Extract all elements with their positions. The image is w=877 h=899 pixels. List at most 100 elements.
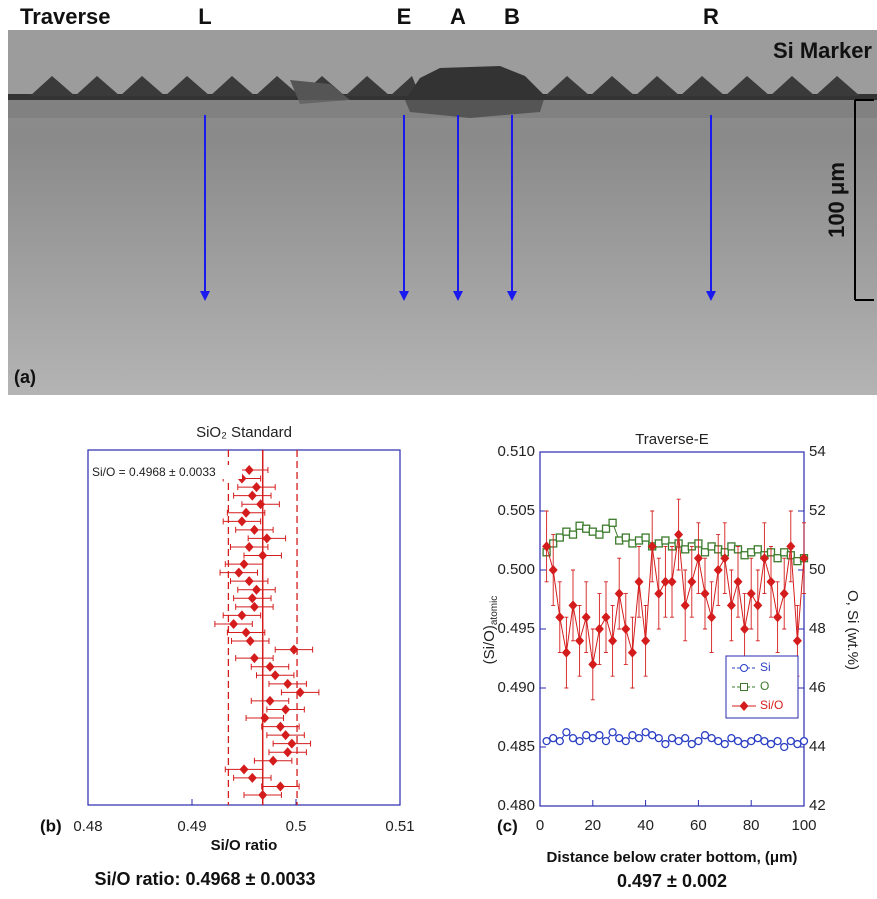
legend-marker xyxy=(739,701,749,711)
point xyxy=(575,736,584,746)
y2-axis-label: O, Si (wt.%) xyxy=(844,590,861,670)
point xyxy=(641,728,650,737)
point xyxy=(262,533,272,544)
y2-tick-label: 46 xyxy=(809,679,826,696)
point xyxy=(614,588,624,599)
point xyxy=(621,736,630,746)
point xyxy=(239,559,249,570)
point xyxy=(799,736,809,746)
x-axis-label: Distance below crater bottom, (μm) xyxy=(547,849,798,866)
point xyxy=(627,647,637,658)
series-line xyxy=(546,534,805,665)
x-tick-label: 0.5 xyxy=(286,818,307,835)
point xyxy=(270,670,280,681)
point xyxy=(229,618,239,629)
point xyxy=(687,576,697,587)
point xyxy=(608,635,618,646)
point xyxy=(733,576,743,587)
point xyxy=(244,541,254,552)
x-tick-label: 100 xyxy=(791,817,816,834)
chart-title: Traverse-E xyxy=(635,431,709,448)
point xyxy=(700,588,710,599)
point xyxy=(568,600,578,611)
point xyxy=(555,736,564,746)
point xyxy=(568,734,578,743)
point xyxy=(249,653,259,664)
point xyxy=(661,739,670,749)
point xyxy=(648,731,657,740)
y2-tick-label: 50 xyxy=(809,561,826,578)
point xyxy=(628,731,637,740)
point xyxy=(753,734,762,743)
point xyxy=(760,736,769,746)
point xyxy=(740,624,750,634)
traverse-marker: A xyxy=(450,4,466,29)
point xyxy=(667,576,677,587)
point xyxy=(239,764,249,775)
point xyxy=(295,687,305,698)
point xyxy=(766,739,776,749)
x-axis-label: Si/O ratio xyxy=(211,837,278,854)
point xyxy=(601,524,611,533)
point xyxy=(287,738,297,749)
point xyxy=(674,736,683,746)
point xyxy=(746,588,756,599)
point xyxy=(251,584,261,595)
point xyxy=(740,739,749,749)
point xyxy=(265,661,275,672)
point xyxy=(747,736,756,746)
chart-title: SiO₂ Standard xyxy=(196,424,292,441)
x-tick-label: 40 xyxy=(637,817,654,834)
point xyxy=(575,521,584,530)
point xyxy=(786,736,795,746)
point xyxy=(275,721,285,732)
point xyxy=(641,635,651,646)
point xyxy=(562,728,571,737)
point xyxy=(594,624,604,634)
point xyxy=(283,747,293,758)
point xyxy=(733,736,743,746)
panel-label: (a) xyxy=(14,367,36,387)
point xyxy=(241,627,251,638)
annotation: Si/O = 0.4968 ± 0.0033 xyxy=(92,465,216,479)
point xyxy=(621,624,631,634)
traverse-marker: B xyxy=(504,4,520,29)
point xyxy=(601,736,611,746)
point xyxy=(786,541,796,552)
point xyxy=(674,529,684,540)
scale-bar xyxy=(854,99,874,301)
y2-tick-label: 48 xyxy=(809,620,826,637)
micrograph xyxy=(8,30,877,395)
x-tick-label: 80 xyxy=(743,817,760,834)
point xyxy=(561,647,571,658)
point xyxy=(793,739,802,749)
y2-tick-label: 42 xyxy=(809,797,826,814)
point xyxy=(759,553,769,564)
y-tick-label: 0.510 xyxy=(497,443,535,460)
point xyxy=(608,728,617,737)
y-tick-label: 0.505 xyxy=(497,502,535,519)
point xyxy=(707,734,716,743)
y-tick-label: 0.500 xyxy=(497,561,535,578)
panel-label: (b) xyxy=(40,816,62,835)
point xyxy=(773,612,783,623)
point xyxy=(634,576,644,587)
point xyxy=(707,612,717,623)
legend-marker xyxy=(740,683,748,691)
point xyxy=(237,516,247,527)
point xyxy=(608,518,617,527)
y-axis-label-sub: atomic xyxy=(489,596,500,625)
point xyxy=(588,734,597,743)
point xyxy=(654,734,663,743)
point xyxy=(251,482,261,493)
point xyxy=(555,612,565,623)
point xyxy=(773,554,782,563)
point xyxy=(260,713,270,724)
point xyxy=(237,610,247,621)
legend-marker xyxy=(740,664,748,672)
caption: 0.497 ± 0.002 xyxy=(617,871,727,891)
point xyxy=(753,600,763,611)
traverse-marker: L xyxy=(198,4,211,29)
y-tick-label: 0.490 xyxy=(497,679,535,696)
